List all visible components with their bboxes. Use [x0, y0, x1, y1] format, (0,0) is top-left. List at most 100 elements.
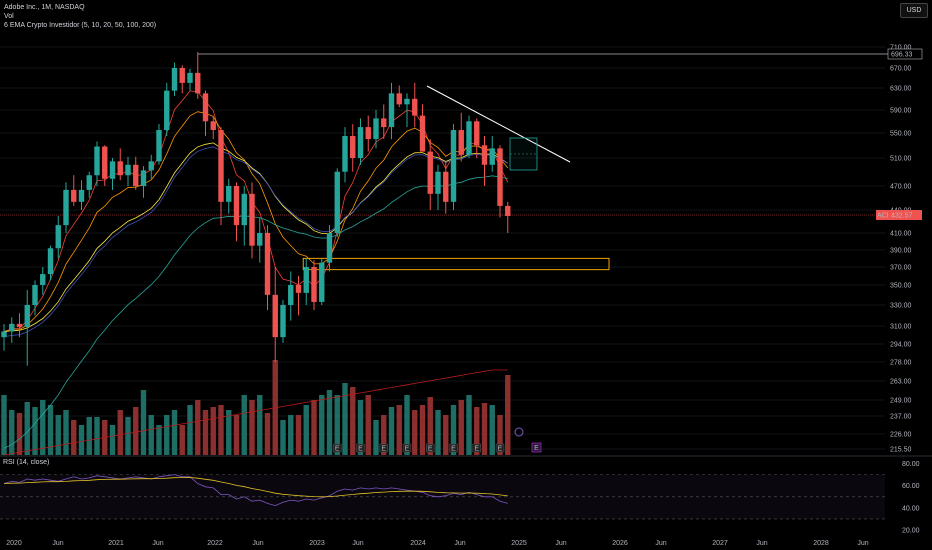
- volume-bar: [404, 395, 410, 455]
- candle: [489, 148, 495, 165]
- candle: [450, 130, 457, 202]
- volume-bar: [156, 425, 162, 455]
- volume-bar: [381, 415, 387, 455]
- price-tick-label: 410.00: [890, 231, 912, 238]
- candle: [241, 193, 247, 226]
- candle: [24, 305, 30, 328]
- time-tick-label: 2023: [309, 540, 325, 547]
- earnings-label: E: [358, 446, 363, 453]
- resistance-label: 696.33: [891, 52, 913, 59]
- earnings-upcoming-marker: [531, 442, 542, 453]
- volume-bar: [218, 405, 224, 455]
- ema-10-line: [3, 111, 509, 332]
- candle: [210, 121, 216, 131]
- candle: [334, 171, 340, 233]
- time-tick-label: Jun: [152, 540, 163, 547]
- trendline: [426, 85, 571, 163]
- time-tick-label: Jun: [352, 540, 363, 547]
- volume-bar: [489, 405, 495, 455]
- volume-bar: [319, 395, 325, 455]
- volume-bar: [109, 425, 116, 455]
- volume-bar: [71, 420, 77, 455]
- earnings-upcoming-label: E: [534, 445, 539, 452]
- candle: [133, 164, 139, 186]
- volume-bar: [233, 415, 240, 455]
- rsi-label: RSI (14, close): [3, 459, 50, 466]
- candle: [249, 193, 255, 246]
- indicator-label: 6 EMA Crypto Investidor (5, 10, 20, 50, …: [4, 22, 157, 29]
- price-tick-label: 330.00: [890, 303, 912, 310]
- candle: [40, 274, 46, 285]
- time-tick-label: 2026: [612, 540, 628, 547]
- volume-bar: [450, 405, 457, 455]
- ema-100-line: [3, 175, 508, 449]
- earnings-marker: [495, 443, 505, 453]
- candle: [481, 145, 488, 165]
- ema-200-line: [3, 369, 508, 456]
- time-tick-label: Jun: [252, 540, 263, 547]
- candle: [474, 121, 480, 146]
- earnings-label: E: [498, 446, 503, 453]
- candle: [373, 118, 379, 140]
- earnings-marker: [426, 443, 435, 453]
- candle: [288, 285, 294, 305]
- candle: [125, 164, 131, 176]
- candle: [9, 323, 15, 332]
- candle: [218, 130, 224, 202]
- chart-legend: Adobe Inc., 1M, NASDAQ Vol 6 EMA Crypto …: [4, 3, 156, 30]
- candle: [388, 93, 395, 128]
- time-tick-label: 2022: [207, 540, 223, 547]
- last-price-box: [888, 210, 922, 220]
- candle: [458, 130, 464, 155]
- earnings-label: E: [405, 446, 410, 453]
- volume-bar: [474, 407, 480, 455]
- candle: [140, 170, 147, 186]
- earnings-marker: [402, 443, 412, 453]
- candle: [16, 323, 23, 328]
- candle: [466, 121, 472, 155]
- price-tick-label: 630.00: [890, 86, 912, 93]
- volume-bar: [412, 410, 418, 455]
- candle: [187, 72, 193, 83]
- candle: [311, 267, 317, 302]
- candle: [164, 90, 170, 131]
- earnings-marker: [472, 443, 481, 453]
- time-tick-label: Jun: [857, 540, 868, 547]
- candle: [78, 189, 85, 202]
- time-tick-label: Jun: [756, 540, 767, 547]
- volume-bar: [179, 425, 185, 455]
- price-tick-label: 350.00: [890, 283, 912, 290]
- rsi-tick-label: 20.00: [902, 528, 920, 535]
- price-tick-label: 263.00: [890, 379, 912, 386]
- volume-bar: [350, 387, 356, 455]
- volume-bar: [505, 375, 511, 455]
- price-tick-label: 710.00: [890, 45, 912, 52]
- price-tick-label: 370.00: [890, 265, 912, 272]
- volume-bar: [117, 410, 123, 455]
- volume-bar: [257, 395, 263, 455]
- candle: [1, 331, 7, 338]
- candle: [195, 72, 201, 94]
- currency-button[interactable]: USD: [900, 3, 928, 18]
- resistance-label-box: [887, 48, 923, 60]
- price-tick-label: 215.50: [890, 447, 912, 454]
- volume-bar: [280, 420, 286, 455]
- volume-bar: [195, 400, 201, 455]
- candle: [404, 98, 410, 105]
- price-tick-label: 470.00: [890, 184, 912, 191]
- volume-bar: [497, 415, 503, 455]
- volume-bar: [481, 403, 488, 455]
- volume-bar: [148, 415, 154, 455]
- volume-bar: [396, 405, 402, 455]
- volume-bar: [40, 400, 46, 455]
- volume-bar: [342, 383, 348, 455]
- time-tick-label: 2021: [108, 540, 124, 547]
- price-tick-label: 294.00: [890, 342, 912, 349]
- candle: [443, 171, 449, 202]
- volume-bar: [288, 415, 294, 455]
- time-tick-label: 2024: [410, 540, 426, 547]
- earnings-label: E: [428, 446, 433, 453]
- time-tick-label: Jun: [555, 540, 566, 547]
- price-tick-label: 310.00: [890, 324, 912, 331]
